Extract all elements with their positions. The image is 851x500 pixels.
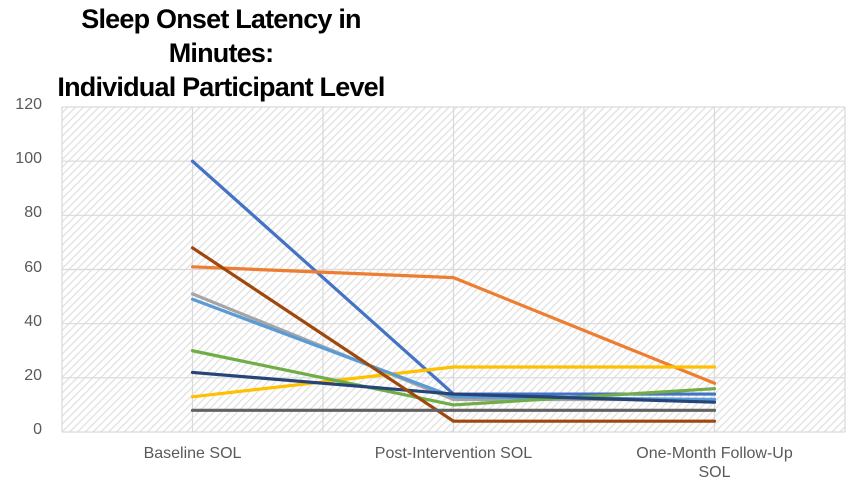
x-category-label-1: Baseline SOL [143,445,242,462]
series-line-participant-2 [190,265,717,385]
y-tick-label-40: 40 [24,312,42,330]
x-category-label-2: Post-Intervention SOL [374,445,533,462]
series-line-participant-4 [190,365,717,399]
chart-title-line-2: Individual Participant Level [57,72,385,102]
chart-title: Sleep Onset Latency in Minutes: Individu… [30,2,412,104]
y-tick-label-120: 120 [15,96,42,113]
series-line-participant-6 [190,349,717,407]
y-tick-label-0: 0 [33,421,42,438]
chart-title-line-1: Sleep Onset Latency in Minutes: [81,4,361,68]
series-line-participant-8 [190,246,717,423]
y-tick-label-80: 80 [24,204,42,222]
series-line-participant-7 [190,370,717,404]
y-tick-label-100: 100 [15,150,42,168]
y-tick-label-20: 20 [24,366,42,384]
y-tick-label-60: 60 [24,258,42,276]
x-category-label-3: One-Month Follow-Up SOL [636,445,793,481]
